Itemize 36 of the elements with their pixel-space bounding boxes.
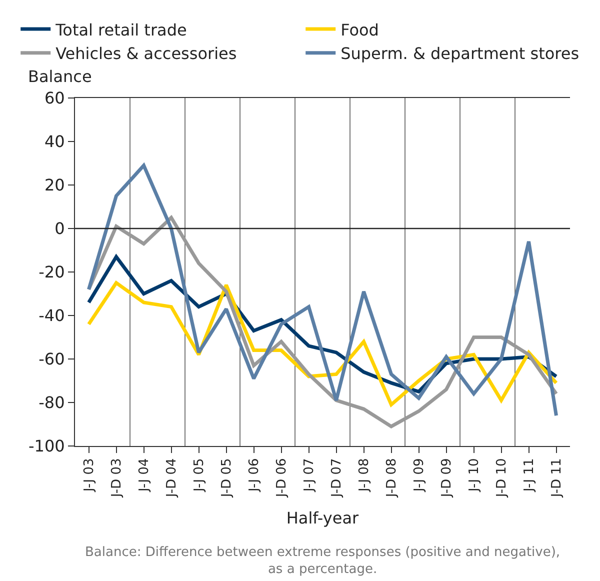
text: Balance: Difference between extreme responses (positive and negative), as a percentage. [85,545,560,577]
y-tick-label: -40 [38,306,65,326]
x-tick-label: J-D 05 [219,458,234,498]
x-tick-label: J-J 07 [302,458,317,492]
line-series [87,164,558,418]
x-tick-label: J-D 08 [384,458,400,498]
x-tick-label: J-J 06 [246,458,262,492]
legend-label: Total retail trade [54,20,187,40]
legend-label: Superm. & department stores [340,44,580,64]
x-tick-label: J-J 09 [412,458,427,492]
y-tick-label: 0 [54,219,65,238]
y-axis-title: Balance [28,67,92,86]
x-tick-label: J-J 11 [522,458,537,492]
x-tick-label: J-D 07 [329,458,344,498]
x-tick-label: J-J 08 [356,458,372,492]
y-tick-label: -60 [38,350,65,369]
x-tick-label: J-D 11 [549,458,564,498]
x-tick-label: J-J 05 [192,458,207,492]
x-tick-label: J-D 06 [274,458,290,498]
y-tick-label: 40 [44,132,65,152]
x-tick-label: J-D 03 [109,458,124,498]
y-tick-label: -80 [38,393,65,412]
y-tick-label: 60 [44,88,65,108]
y-tick-label: -20 [38,262,65,282]
x-axis-title: Half-year [286,508,360,528]
x-tick-label: J-J 10 [466,458,482,492]
x-tick-label: J-D 10 [494,458,510,498]
y-tick-label: 20 [44,176,65,195]
legend-label: Vehicles & accessories [56,44,237,64]
x-tick-label: J-D 04 [164,458,180,498]
x-tick-label: J-J 03 [82,458,97,492]
line-series [87,216,558,428]
x-tick-label: J-D 09 [439,458,454,498]
legend-label: Food [340,20,379,40]
x-tick-label: J-J 04 [136,458,152,492]
y-tick-label: -100 [28,436,65,456]
